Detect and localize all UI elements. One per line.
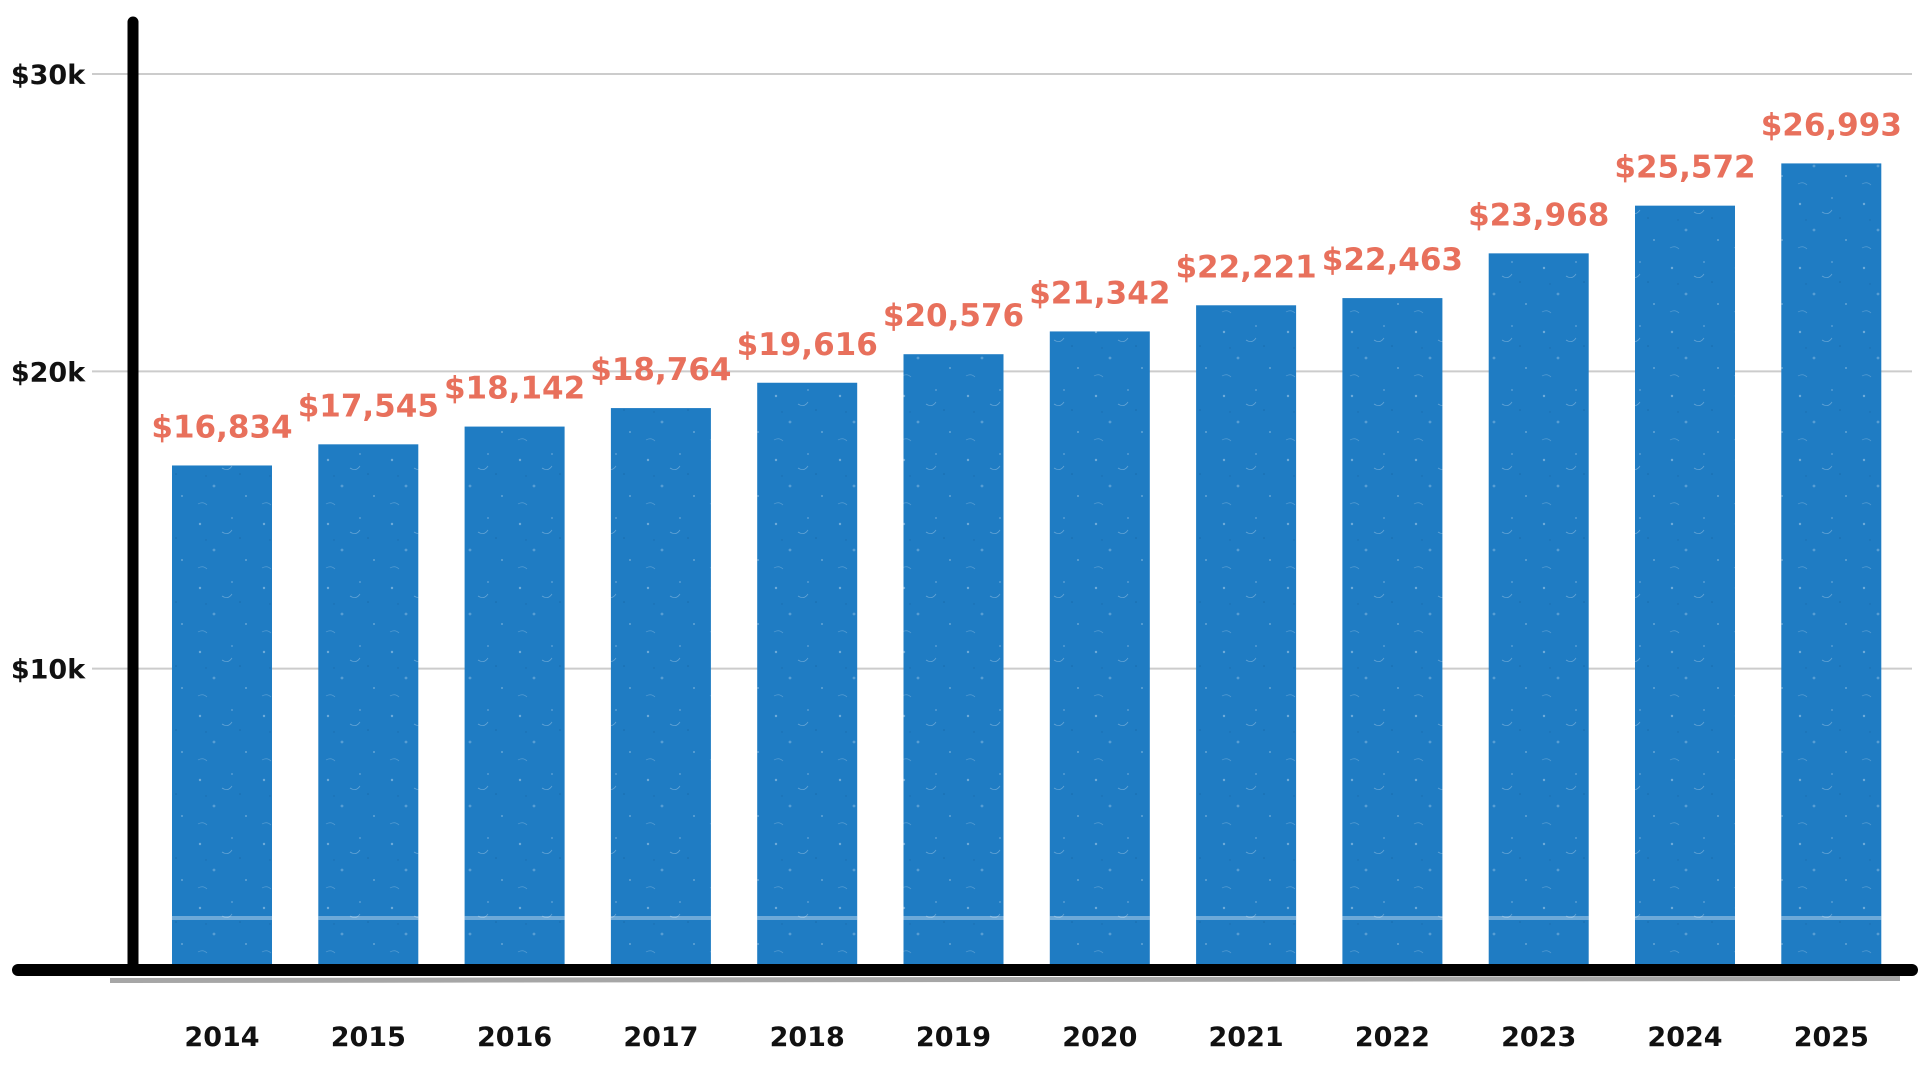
y-tick-label: $10k: [11, 655, 86, 686]
bar-texture: [1781, 163, 1882, 966]
bar-streak: [1196, 916, 1297, 920]
bar-texture: [318, 444, 419, 966]
value-label: $19,616: [737, 327, 878, 363]
axes: [12, 16, 1918, 983]
bar-streak: [757, 916, 858, 920]
y-tick-label: $30k: [11, 60, 86, 91]
bar-texture: [1488, 253, 1589, 967]
value-label: $20,576: [883, 298, 1024, 334]
value-label: $25,572: [1614, 150, 1755, 186]
x-tick-label: 2016: [477, 1022, 552, 1053]
x-tick-label: 2025: [1794, 1022, 1869, 1053]
x-axis-brush-edge: [110, 976, 1900, 983]
bar-texture: [757, 382, 858, 966]
value-label: $18,142: [444, 371, 585, 407]
bar-texture: [610, 408, 711, 966]
bar-texture: [464, 426, 565, 966]
x-tick-label: 2019: [916, 1022, 991, 1053]
x-axis-categories: 2014 2015 2016 2017 2018 2019 2020 2021 2022 2023…: [184, 1022, 1868, 1053]
x-tick-label: 2017: [623, 1022, 698, 1053]
gridlines: [133, 73, 1912, 670]
value-label: $18,764: [590, 352, 731, 388]
bar-texture: [172, 465, 272, 966]
x-tick-label: 2015: [331, 1022, 406, 1053]
value-label: $16,834: [151, 409, 292, 445]
x-tick-label: 2022: [1355, 1022, 1430, 1053]
y-axis-ticks: $10k $20k $30k: [11, 60, 133, 686]
x-tick-label: 2018: [770, 1022, 845, 1053]
bar-texture: [1049, 331, 1150, 966]
bar-streak: [318, 916, 419, 920]
x-tick-label: 2014: [184, 1022, 259, 1053]
bar-texture: [1342, 298, 1443, 967]
bar-streak: [1342, 916, 1443, 920]
value-label: $22,463: [1322, 242, 1463, 278]
bar-streak: [903, 916, 1004, 920]
bar-streak: [610, 916, 711, 920]
bars: [172, 163, 1882, 967]
bar-streak: [1488, 916, 1589, 920]
x-tick-label: 2024: [1647, 1022, 1722, 1053]
value-labels: $16,834$17,545 $18,142$18,764$19,616$20,5…: [151, 107, 1902, 445]
bar-texture: [1635, 205, 1735, 967]
bar-streak: [172, 916, 272, 920]
x-tick-label: 2020: [1062, 1022, 1137, 1053]
value-label: $21,342: [1029, 275, 1170, 311]
bar-streak: [1781, 916, 1882, 920]
x-tick-label: 2021: [1209, 1022, 1284, 1053]
value-label: $23,968: [1468, 197, 1609, 233]
bar-streak: [464, 916, 565, 920]
value-label: $26,993: [1761, 107, 1902, 143]
value-label: $22,221: [1175, 249, 1316, 285]
bar-streak: [1049, 916, 1150, 920]
value-label: $17,545: [298, 388, 439, 424]
bar-streak: [1635, 916, 1735, 920]
bar-texture: [903, 354, 1004, 967]
x-tick-label: 2023: [1501, 1022, 1576, 1053]
bar-texture: [1196, 305, 1297, 966]
y-tick-label: $20k: [11, 357, 86, 388]
